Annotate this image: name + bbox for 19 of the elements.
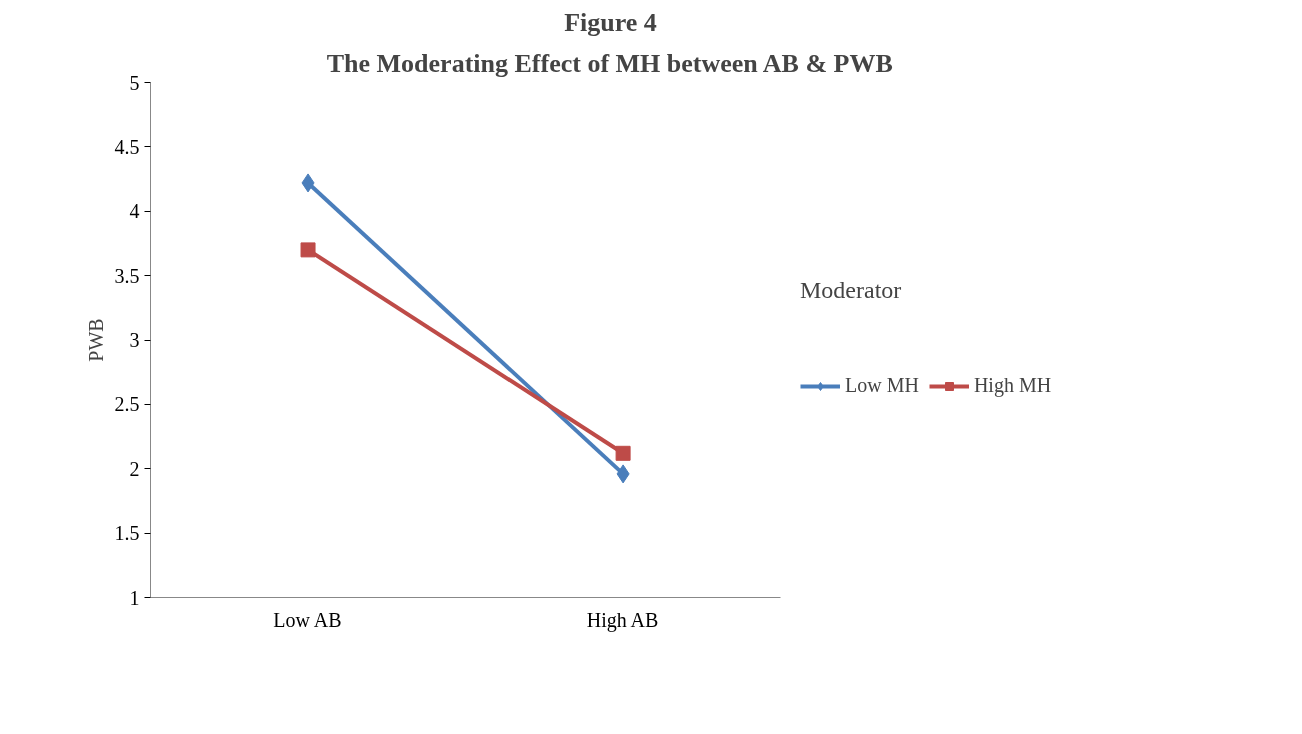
y-tick-label: 5 — [129, 71, 140, 94]
y-axis-title: PWB — [84, 318, 107, 362]
y-tick-label: 1.5 — [114, 522, 140, 545]
chart-title: Figure 4 — [564, 7, 657, 37]
y-tick-label: 4 — [129, 200, 140, 223]
y-tick-label: 4.5 — [114, 135, 140, 158]
x-tick-label: High AB — [586, 608, 659, 632]
y-tick-label: 2.5 — [114, 393, 140, 416]
y-tick-label: 2 — [129, 457, 140, 480]
x-tick-label: Low AB — [273, 608, 342, 631]
point — [615, 445, 631, 461]
y-tick-label: 3.5 — [114, 264, 140, 287]
legend-title: Moderator — [800, 277, 903, 304]
legend-label: High MH — [973, 374, 1052, 397]
legend-label: Low MH — [845, 374, 919, 397]
y-tick-label: 3 — [129, 329, 140, 351]
chart-subtitle: The Moderating Effect of MH between AB & PWB — [326, 48, 893, 78]
point — [300, 242, 316, 258]
y-tick-label: 1 — [129, 586, 140, 609]
